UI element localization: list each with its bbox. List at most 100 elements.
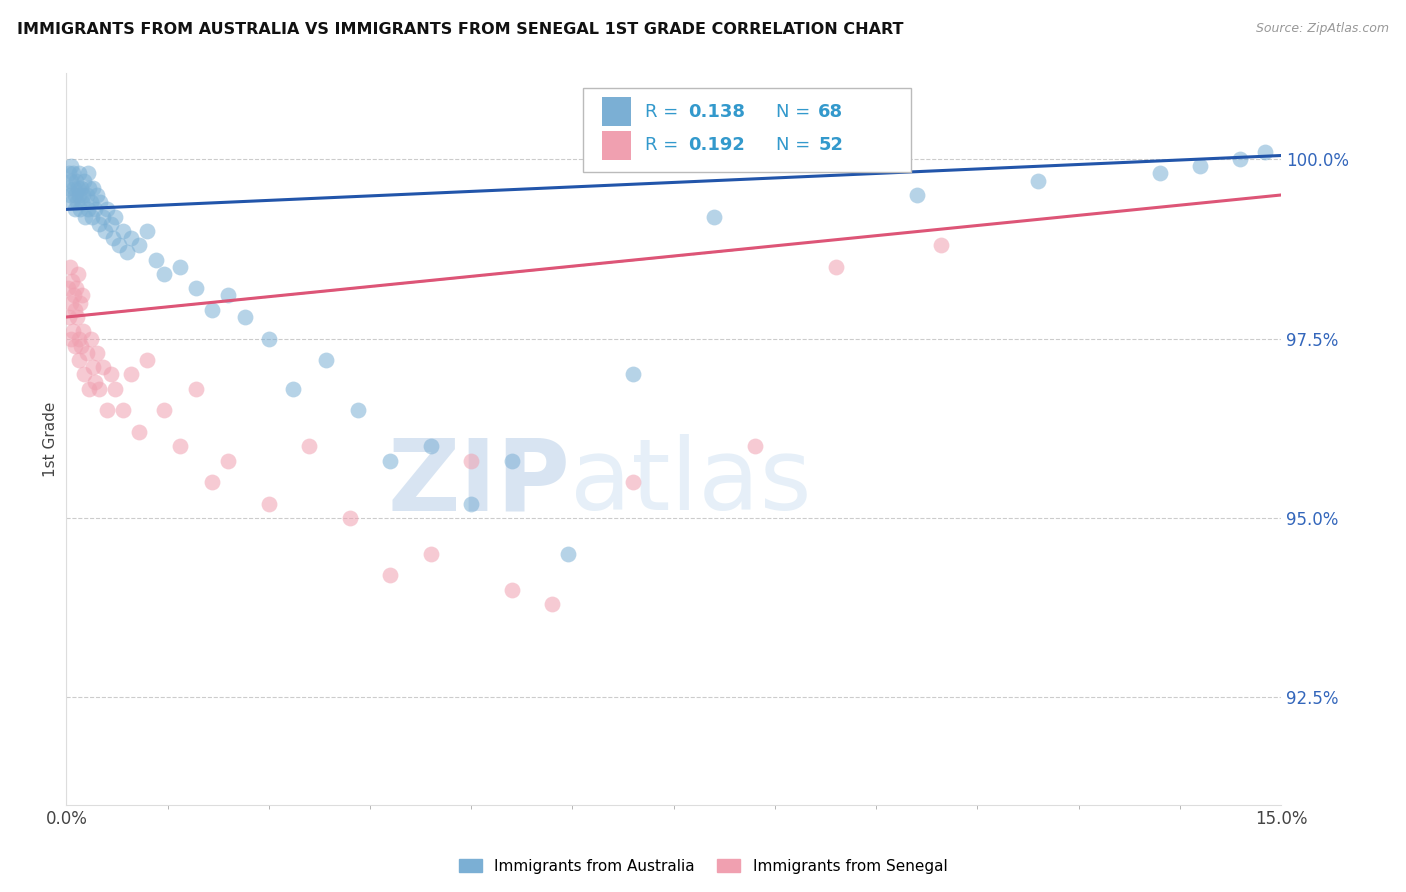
Point (298, 439, 321, 453)
FancyBboxPatch shape (602, 131, 631, 160)
Point (77, 382, 100, 396)
Point (62, 324, 84, 338)
Point (66, 267, 89, 281)
Point (460, 497, 482, 511)
Point (115, 245, 138, 260)
Legend: Immigrants from Australia, Immigrants from Senegal: Immigrants from Australia, Immigrants fr… (453, 853, 953, 880)
Point (62, 288, 84, 302)
Text: 0.192: 0.192 (689, 136, 745, 154)
Point (83, 202, 105, 217)
Point (201, 302, 224, 317)
FancyBboxPatch shape (582, 87, 911, 172)
Point (557, 547, 579, 561)
Point (152, 403, 174, 417)
Point (1188, 159, 1211, 173)
Point (58, 310, 80, 324)
Point (96, 403, 118, 417)
Point (905, 188, 928, 202)
Point (233, 310, 256, 324)
Point (145, 252, 167, 267)
Y-axis label: 1st Grade: 1st Grade (44, 401, 58, 476)
Point (217, 288, 239, 302)
Point (96, 202, 118, 217)
Point (91, 360, 114, 375)
Text: N =: N = (776, 103, 815, 120)
Point (65, 174, 87, 188)
Point (62, 166, 84, 180)
Point (69, 295, 91, 310)
Point (60, 174, 83, 188)
Point (67, 166, 90, 180)
Point (1254, 145, 1277, 159)
Text: 68: 68 (818, 103, 844, 120)
Point (60, 274, 83, 288)
Point (315, 353, 337, 368)
Point (65, 281, 87, 295)
Point (136, 224, 159, 238)
Point (501, 582, 523, 597)
Point (86, 346, 108, 360)
Point (66, 310, 89, 324)
Text: Source: ZipAtlas.com: Source: ZipAtlas.com (1256, 22, 1389, 36)
Point (257, 332, 280, 346)
Point (621, 475, 644, 489)
Point (59, 188, 82, 202)
Point (67, 353, 90, 368)
Point (108, 238, 131, 252)
Point (621, 368, 644, 382)
Point (73, 174, 96, 188)
Text: R =: R = (644, 136, 683, 154)
Point (128, 425, 150, 439)
FancyBboxPatch shape (602, 97, 631, 127)
Point (63, 302, 86, 317)
Point (62, 181, 84, 195)
Point (70, 181, 93, 195)
Point (103, 231, 125, 245)
Point (703, 210, 725, 224)
Point (94, 224, 117, 238)
Point (128, 238, 150, 252)
Point (1026, 174, 1049, 188)
Point (76, 188, 98, 202)
Point (380, 568, 402, 582)
Point (501, 453, 523, 467)
Point (66, 195, 89, 210)
Point (56, 181, 79, 195)
Point (56, 281, 79, 295)
Point (217, 453, 239, 467)
Point (77, 202, 100, 217)
Point (100, 217, 122, 231)
Point (66, 181, 89, 195)
Text: R =: R = (644, 103, 683, 120)
Point (257, 497, 280, 511)
Point (120, 368, 142, 382)
Point (60, 332, 83, 346)
Point (283, 382, 305, 396)
Point (58, 166, 80, 180)
Point (169, 439, 191, 453)
Point (80, 195, 103, 210)
Point (104, 382, 127, 396)
Point (380, 453, 402, 467)
Point (929, 238, 952, 252)
Point (76, 346, 98, 360)
Point (824, 260, 846, 274)
Point (83, 375, 105, 389)
Text: IMMIGRANTS FROM AUSTRALIA VS IMMIGRANTS FROM SENEGAL 1ST GRADE CORRELATION CHART: IMMIGRANTS FROM AUSTRALIA VS IMMIGRANTS … (17, 22, 904, 37)
Point (65, 339, 87, 353)
Point (112, 224, 135, 238)
Point (72, 188, 94, 202)
Point (104, 210, 127, 224)
Point (75, 210, 97, 224)
Point (76, 166, 98, 180)
Point (460, 453, 482, 467)
Point (419, 439, 441, 453)
Point (1229, 152, 1251, 166)
Point (136, 353, 159, 368)
Point (419, 547, 441, 561)
Point (339, 511, 361, 525)
Point (59, 159, 82, 173)
Point (77, 181, 100, 195)
Point (60, 195, 83, 210)
Point (120, 231, 142, 245)
